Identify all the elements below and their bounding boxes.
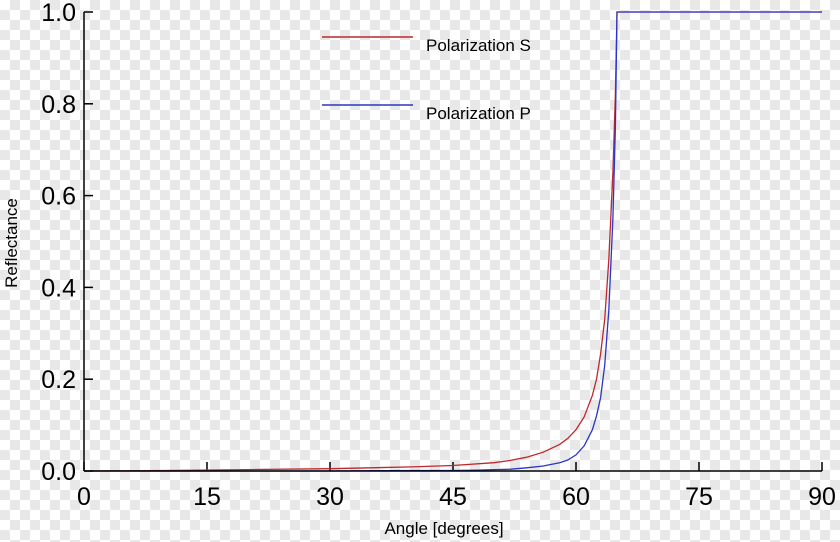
x-tick-label: 75	[685, 483, 713, 511]
legend-label-p: Polarization P	[426, 104, 531, 123]
series-line-p	[84, 11, 822, 472]
series-layer	[83, 11, 822, 472]
x-tick-label: 30	[316, 483, 344, 511]
y-axis-title: Reflectance	[2, 198, 21, 288]
x-axis-title: Angle [degrees]	[384, 519, 503, 538]
x-tick-label: 90	[808, 483, 836, 511]
y-tick-label: 0.4	[41, 274, 76, 302]
legend-label-s: Polarization S	[426, 36, 531, 55]
x-tick-label: 15	[193, 483, 221, 511]
y-tick-label: 1.0	[41, 0, 76, 27]
y-tick-label: 0.6	[41, 183, 76, 211]
legend: Polarization S Polarization P	[322, 36, 531, 123]
y-axis-ticks: 0.0 0.2 0.4 0.6 0.8 1.0	[41, 0, 93, 486]
series-line-s	[83, 11, 822, 472]
y-tick-label: 0.2	[41, 366, 76, 394]
x-tick-label: 60	[562, 483, 590, 511]
y-tick-label: 0.0	[41, 458, 76, 486]
y-tick-label: 0.8	[41, 91, 76, 119]
x-axis-ticks: 0 15 30 45 60 75 90	[77, 462, 836, 511]
x-tick-label: 45	[439, 483, 467, 511]
x-tick-label: 0	[77, 483, 91, 511]
